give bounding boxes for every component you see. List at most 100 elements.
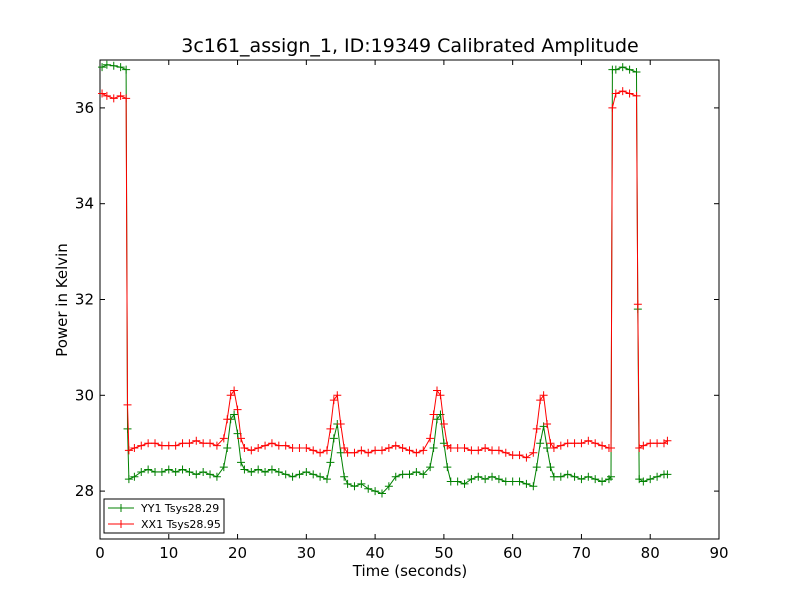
data-point (350, 482, 359, 491)
data-point (371, 446, 380, 455)
x-tick-label: 70 (572, 544, 591, 562)
data-point (295, 470, 304, 479)
chart-title: 3c161_assign_1, ID:19349 Calibrated Ampl… (181, 35, 639, 57)
data-point (646, 475, 655, 484)
data-point (185, 467, 194, 476)
data-point (598, 477, 607, 486)
data-point (364, 484, 373, 493)
data-point (130, 443, 139, 452)
plot-area (99, 59, 720, 540)
data-point (433, 386, 442, 395)
data-point (584, 436, 593, 445)
x-axis-label: Time (seconds) (352, 562, 468, 580)
data-point (371, 487, 380, 496)
data-point (377, 489, 386, 498)
data-point (322, 446, 331, 455)
legend-label: YY1 Tsys28.29 (140, 502, 219, 515)
data-point (122, 65, 131, 74)
data-point (230, 386, 239, 395)
y-axis: 28 30 32 34 36 (75, 99, 719, 500)
data-point (199, 439, 208, 448)
data-point (340, 443, 349, 452)
data-point (474, 472, 483, 481)
data-point (274, 441, 283, 450)
data-point (261, 441, 270, 450)
data-point (223, 443, 232, 452)
data-point (240, 465, 249, 474)
data-point (178, 439, 187, 448)
data-point (412, 467, 421, 476)
data-point (618, 87, 627, 96)
data-point (316, 448, 325, 457)
data-point (508, 451, 517, 460)
data-point (261, 467, 270, 476)
data-point (295, 443, 304, 452)
data-point (436, 391, 445, 400)
data-point (391, 472, 400, 481)
data-point (646, 439, 655, 448)
data-point (467, 446, 476, 455)
data-point (577, 439, 586, 448)
data-point (109, 61, 118, 70)
data-point (326, 424, 335, 433)
x-tick-label: 60 (503, 544, 522, 562)
data-point (199, 467, 208, 476)
data-point (563, 470, 572, 479)
data-point (546, 463, 555, 472)
data-point (254, 443, 263, 452)
data-point (543, 443, 552, 452)
data-point (109, 94, 118, 103)
data-point (124, 446, 133, 455)
data-point (488, 446, 497, 455)
data-point (219, 463, 228, 472)
data-point (223, 415, 232, 424)
data-point (663, 470, 672, 479)
x-tick-label: 0 (95, 544, 105, 562)
data-point (157, 467, 166, 476)
y-tick-label: 30 (75, 386, 94, 404)
legend: YY1 Tsys28.29 XX1 Tsys28.95 (103, 498, 225, 534)
data-point (481, 443, 490, 452)
data-point (226, 391, 235, 400)
data-point (532, 463, 541, 472)
data-point (357, 446, 366, 455)
data-point (635, 475, 644, 484)
data-point (206, 470, 215, 479)
data-point (340, 472, 349, 481)
y-tick-label: 32 (75, 291, 94, 309)
data-point (288, 472, 297, 481)
data-point (426, 463, 435, 472)
data-point (556, 472, 565, 481)
data-point (398, 470, 407, 479)
data-point (429, 410, 438, 419)
data-point (230, 410, 239, 419)
data-point (501, 477, 510, 486)
data-point (563, 439, 572, 448)
data-point (157, 441, 166, 450)
data-point (608, 103, 617, 112)
data-point (137, 467, 146, 476)
data-point (474, 446, 483, 455)
data-point (639, 441, 648, 450)
data-point (254, 465, 263, 474)
data-point (102, 60, 111, 69)
series-1 (98, 87, 672, 462)
data-point (124, 475, 133, 484)
data-point (536, 396, 545, 405)
data-point (102, 91, 111, 100)
data-point (663, 436, 672, 445)
data-point (274, 467, 283, 476)
data-point (247, 467, 256, 476)
data-point (116, 63, 125, 72)
data-point (123, 424, 132, 433)
data-point (426, 434, 435, 443)
data-point (267, 465, 276, 474)
data-point (151, 439, 160, 448)
data-point (522, 479, 531, 488)
data-point (488, 472, 497, 481)
data-point (357, 479, 366, 488)
data-point (543, 420, 552, 429)
data-point (333, 391, 342, 400)
data-point (322, 475, 331, 484)
